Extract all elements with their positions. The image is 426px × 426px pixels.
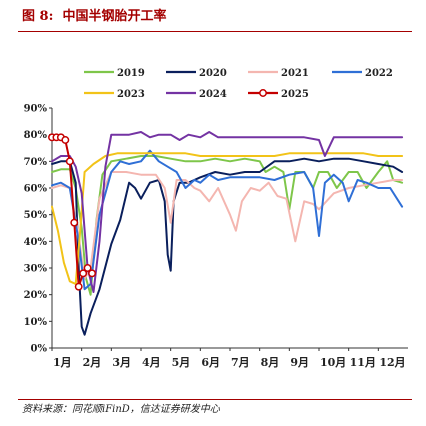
legend-label-2025: 2025 — [281, 89, 309, 100]
x-tick-label: 1月 — [53, 356, 72, 369]
series-point-2025 — [83, 264, 92, 272]
y-tick-label: 0% — [31, 344, 48, 355]
series-line-2020 — [51, 157, 404, 336]
figure-title: 图 8: 中国半钢胎开工率 — [22, 6, 166, 28]
legend-marker-2025 — [259, 89, 267, 97]
plot-series — [48, 131, 404, 336]
x-tick-label: 4月 — [142, 356, 161, 369]
x-tick-label: 6月 — [201, 356, 220, 369]
series-point-2025 — [74, 282, 83, 291]
x-tick-label: 10月 — [320, 356, 346, 369]
x-tick-label: 7月 — [231, 356, 250, 369]
y-tick-label: 40% — [24, 237, 48, 248]
series-line-2021 — [51, 171, 404, 280]
y-tick-label: 60% — [24, 184, 48, 195]
series-line-2023 — [51, 152, 404, 285]
legend-label-2024: 2024 — [199, 89, 227, 100]
x-tick-label: 11月 — [350, 356, 376, 369]
x-tick-label: 3月 — [112, 356, 131, 369]
source-note: 资料来源：同花顺iFinD，信达证券研发中心 — [22, 404, 220, 415]
y-tick-label: 10% — [24, 317, 48, 328]
series-line-2019 — [51, 155, 404, 296]
y-tick-label: 70% — [24, 157, 48, 168]
y-tick-label: 80% — [24, 130, 48, 141]
series-point-2025 — [65, 157, 74, 166]
x-tick-label: 12月 — [379, 356, 405, 369]
legend-label-2021: 2021 — [281, 68, 309, 79]
series-point-2025 — [88, 269, 97, 278]
legend-label-2023: 2023 — [117, 89, 145, 100]
y-tick-label: 20% — [24, 290, 48, 301]
x-tick-label: 9月 — [290, 356, 309, 369]
figure-title-text: 中国半钢胎开工率 — [62, 9, 167, 24]
x-tick-label: 2月 — [83, 356, 102, 369]
x-tick-label: 5月 — [172, 356, 191, 369]
title-divider — [18, 31, 412, 32]
y-tick-label: 30% — [24, 264, 48, 275]
source-divider — [18, 399, 412, 400]
legend-label-2022: 2022 — [365, 68, 393, 79]
series-point-2025 — [70, 218, 79, 227]
y-axis: 0% 10% 20% 30% 40% 50% 60% 70% 80% 90% — [24, 104, 53, 355]
legend-label-2019: 2019 — [117, 68, 145, 79]
y-tick-label: 50% — [24, 210, 48, 221]
series-line-2024 — [51, 131, 404, 293]
y-tick-label: 90% — [24, 104, 48, 115]
series-line-2022 — [51, 149, 404, 291]
series-point-2025 — [61, 136, 70, 144]
x-tick-label: 8月 — [261, 356, 280, 369]
series-point-2025 — [79, 269, 88, 278]
legend: 2019 2020 2021 2022 2023 2024 2025 — [84, 68, 393, 100]
legend-label-2020: 2020 — [199, 68, 227, 79]
x-axis: 1月 2月 3月 4月 5月 6月 7月 8月 9月 10月 11月 12月 — [51, 347, 408, 369]
figure-label: 图 8: — [22, 9, 54, 24]
